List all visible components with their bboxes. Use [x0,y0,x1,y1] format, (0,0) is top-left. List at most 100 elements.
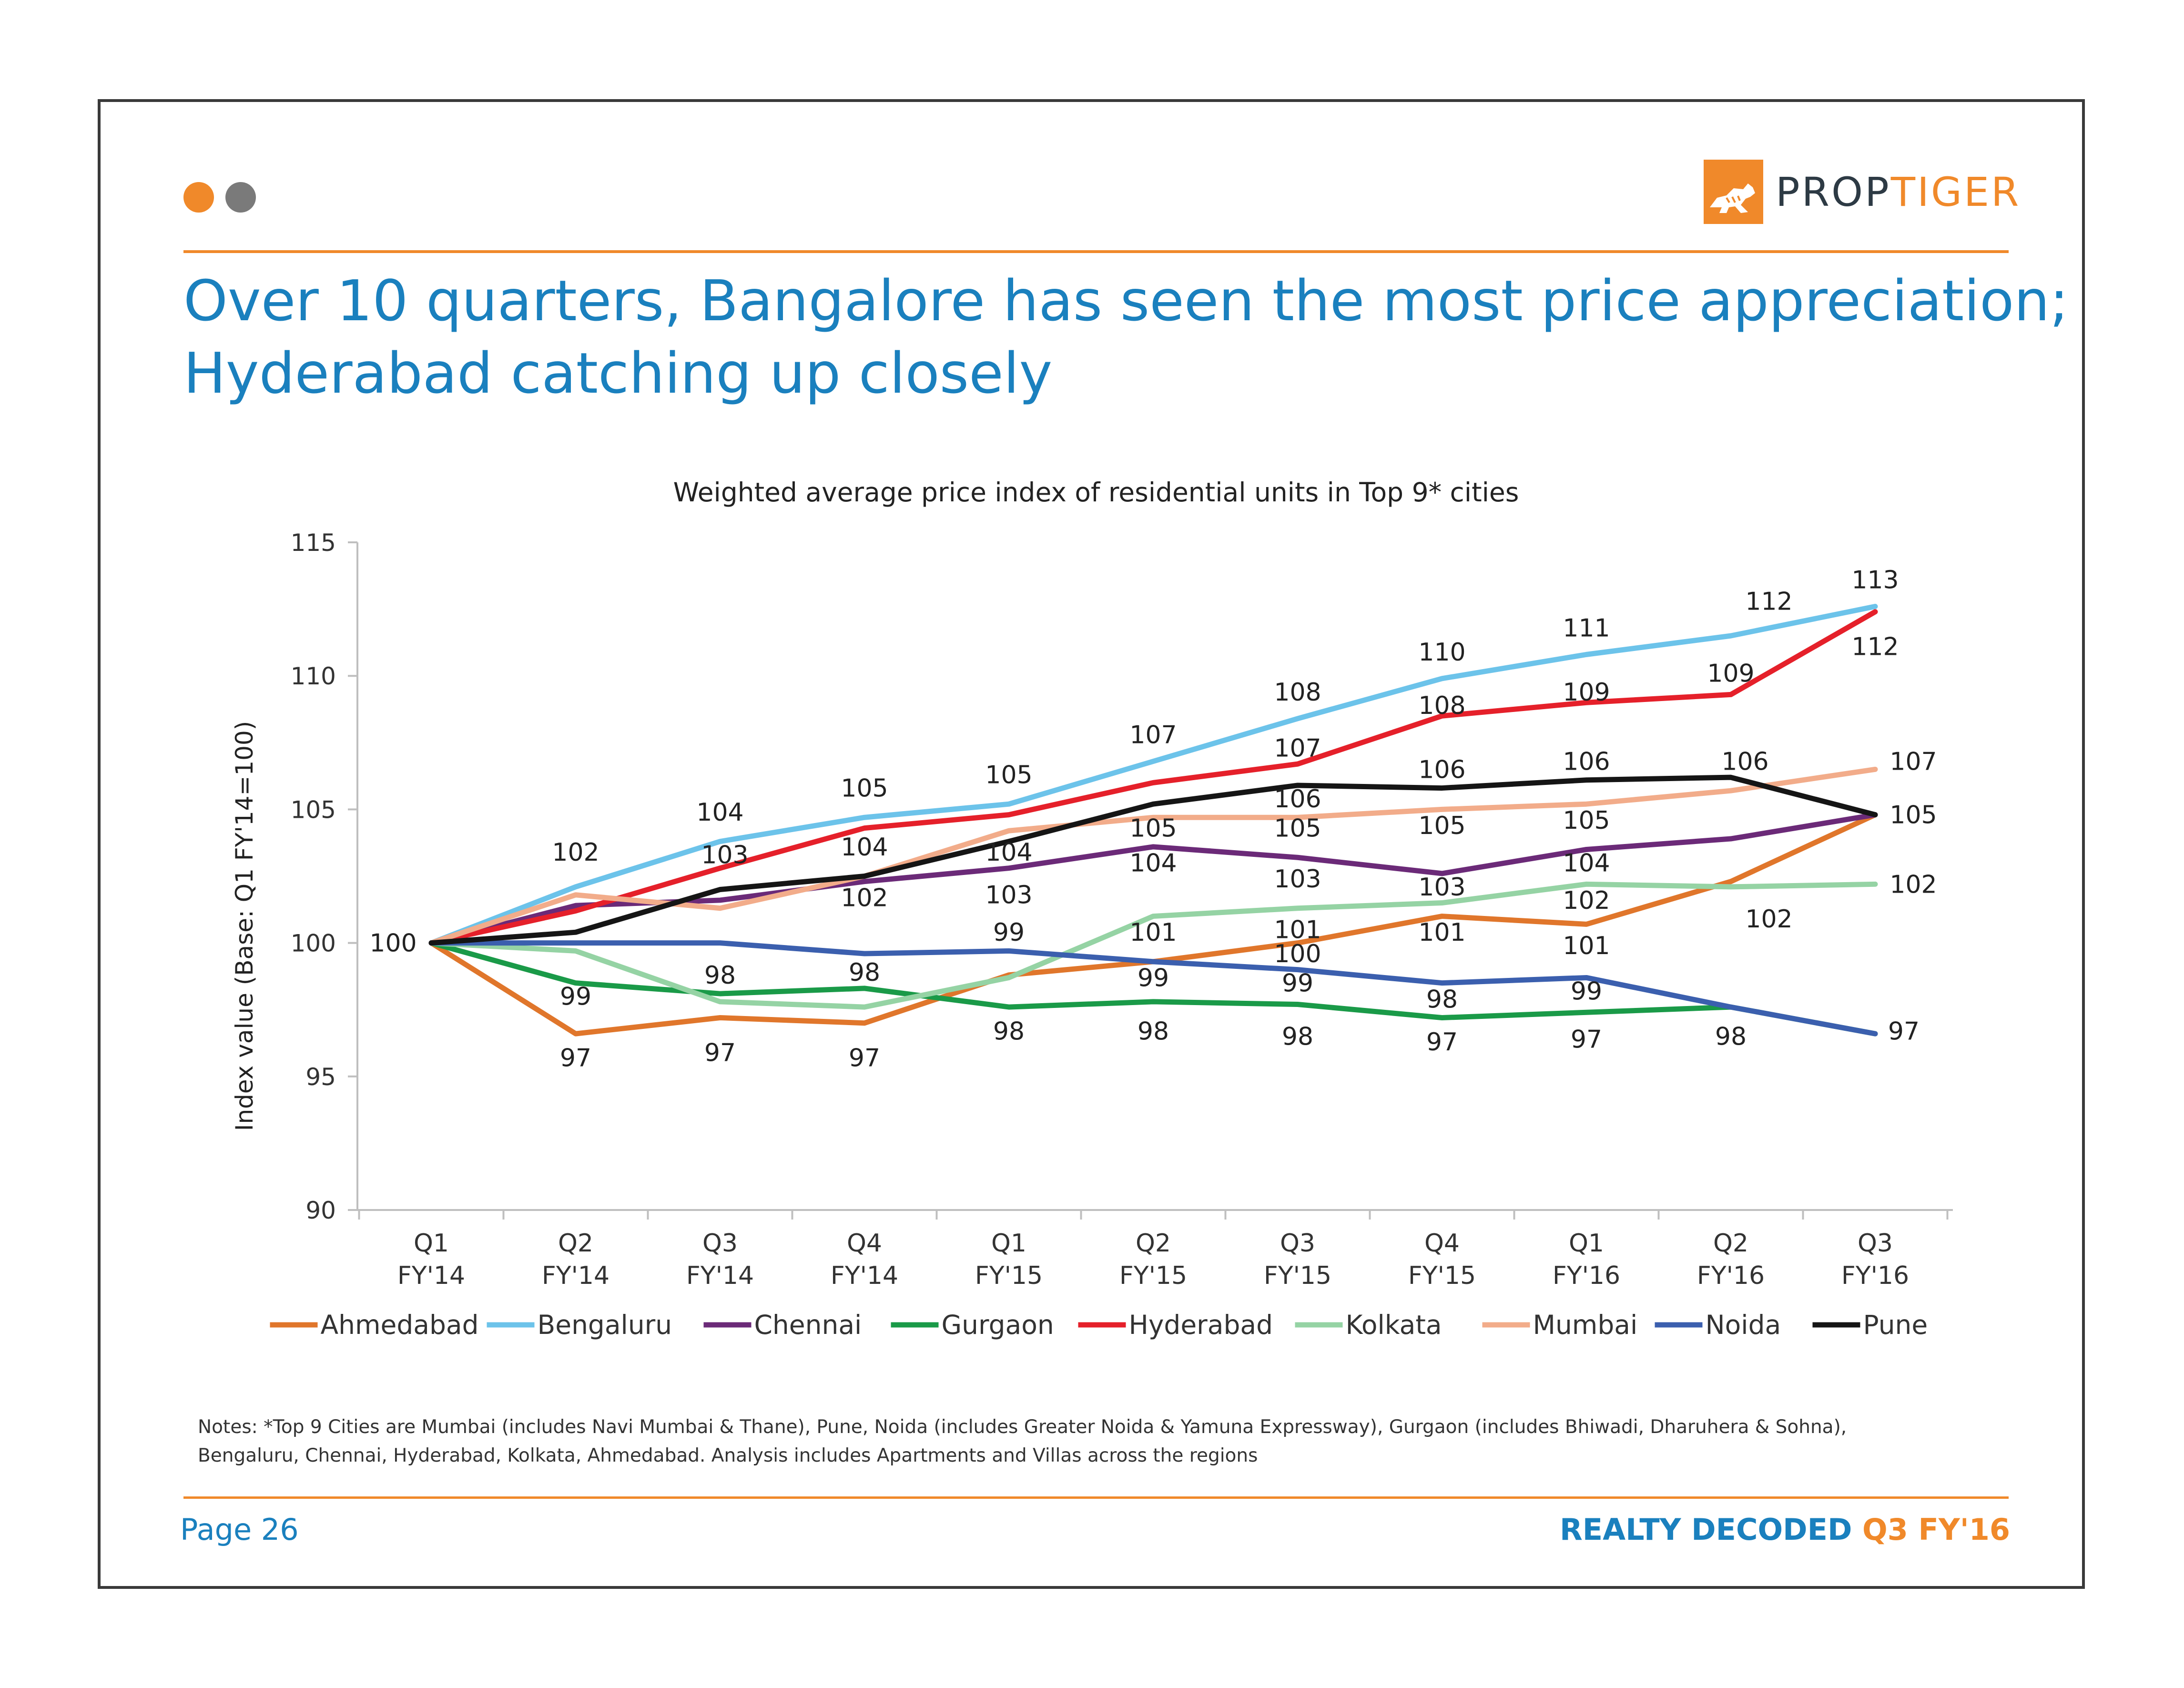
title-line-1: Over 10 quarters, Bangalore has seen the… [183,268,2069,334]
data-label: 97 [560,1044,591,1073]
legend-label-kolkata: Kolkata [1346,1310,1442,1340]
data-label: 102 [552,838,599,867]
chart-title: Weighted average price index of resident… [673,477,1519,508]
data-label: 97 [1571,1025,1602,1054]
data-label: 98 [1282,1023,1313,1051]
data-label: 105 [1129,814,1177,843]
data-label: 103 [701,841,748,870]
logo-text-prop: PROP [1776,168,1891,215]
x-tick-label-year: FY'15 [1119,1261,1187,1290]
series-line-gurgaon [428,940,1878,1037]
data-label: 99 [1138,964,1169,992]
data-label: 105 [1274,814,1321,843]
data-label: 98 [993,1017,1025,1046]
data-label: 97 [1426,1028,1458,1057]
x-tick-label-year: FY'16 [1841,1261,1909,1290]
x-tick-label-quarter: Q2 [1713,1229,1748,1258]
x-tick-label-quarter: Q3 [1858,1229,1893,1258]
legend-label-noida: Noida [1706,1310,1781,1340]
series-line-pune [428,774,1878,946]
data-label: 110 [1418,638,1465,667]
data-label: 99 [993,918,1025,947]
page-number: Page 26 [180,1512,299,1547]
x-tick-label-quarter: Q1 [991,1229,1026,1258]
y-axis-label: Index value (Base: Q1 FY'14=100) [231,721,258,1131]
notes-line-1: Notes: *Top 9 Cities are Mumbai (include… [198,1416,1847,1438]
data-label: 103 [985,881,1032,910]
data-label: 97 [849,1044,880,1073]
data-label: 97 [1888,1017,1920,1046]
legend-label-bengaluru: Bengaluru [538,1310,672,1340]
footer-brand-text: REALTY DECODED [1560,1512,1863,1547]
legend-label-pune: Pune [1863,1310,1928,1340]
x-tick-label-quarter: Q1 [414,1229,449,1258]
orange-dot [183,182,214,213]
y-tick-label: 110 [291,662,336,690]
data-label: 102 [1563,886,1610,915]
legend-label-ahmedabad: Ahmedabad [321,1310,479,1340]
data-label: 108 [1418,691,1465,720]
data-label: 104 [985,838,1032,867]
decor-dots [183,182,256,213]
data-label: 98 [1426,985,1458,1014]
proptiger-logo: PROPTIGER [1704,160,2021,224]
data-label: 113 [1851,566,1899,594]
data-label: 105 [985,761,1032,790]
x-tick-label-quarter: Q3 [702,1229,738,1258]
data-label: 104 [1563,849,1610,877]
gray-dot [225,182,256,213]
y-tick-label: 115 [291,529,336,557]
data-label: 106 [1563,748,1610,776]
data-label: 102 [841,884,888,912]
data-label: 99 [560,983,591,1011]
series-line-hyderabad [428,609,1878,946]
x-tick-label-year: FY'14 [831,1261,898,1290]
data-label: 98 [1715,1023,1747,1051]
x-tick-label-quarter: Q2 [558,1229,593,1258]
data-label: 107 [1129,721,1177,749]
data-label: 108 [1274,678,1321,707]
data-label: 103 [1274,865,1321,894]
x-tick-label-quarter: Q4 [847,1229,882,1258]
data-label: 99 [1571,977,1602,1006]
data-label: 105 [1563,806,1610,835]
notes-line-2: Bengaluru, Chennai, Hyderabad, Kolkata, … [198,1445,1258,1466]
x-tick-label-year: FY'14 [542,1261,609,1290]
footer-brand-edition: Q3 FY'16 [1862,1512,2010,1547]
data-label: 109 [1563,678,1610,707]
data-label: 101 [1129,918,1177,947]
series-line-kolkata [428,881,1878,1010]
data-label: 107 [1889,748,1937,776]
x-tick-label-year: FY'15 [1408,1261,1476,1290]
y-tick-label: 90 [305,1197,336,1224]
data-label: 111 [1563,614,1610,642]
data-label: 109 [1707,660,1754,688]
x-tick-label-quarter: Q4 [1424,1229,1460,1258]
x-tick-label-quarter: Q3 [1280,1229,1315,1258]
data-label: 98 [1138,1017,1169,1046]
x-tick-label-year: FY'14 [397,1261,465,1290]
x-tick-label-quarter: Q2 [1136,1229,1171,1258]
y-tick-label: 95 [305,1063,336,1091]
x-tick-label-year: FY'16 [1553,1261,1620,1290]
data-label: 105 [841,774,888,803]
x-tick-label-year: FY'14 [686,1261,754,1290]
footer-rule [183,1496,2009,1499]
legend-label-chennai: Chennai [754,1310,862,1340]
x-tick-label-year: FY'16 [1697,1261,1765,1290]
data-label: 103 [1418,873,1465,902]
series-line-noida [428,940,1878,1037]
data-label: 104 [696,798,743,827]
data-label: 99 [1282,969,1313,998]
x-tick-label-year: FY'15 [1264,1261,1331,1290]
data-label: 112 [1851,633,1899,661]
title-line-2: Hyderabad catching up closely [183,340,1053,406]
legend-label-gurgaon: Gurgaon [942,1310,1054,1340]
data-label: 106 [1721,748,1768,776]
data-label: 112 [1745,587,1792,616]
header-rule [183,250,2009,253]
legend-label-hyderabad: Hyderabad [1129,1310,1273,1340]
x-tick-label-year: FY'15 [975,1261,1043,1290]
x-tick-label-quarter: Q1 [1569,1229,1604,1258]
data-label: 106 [1274,785,1321,813]
